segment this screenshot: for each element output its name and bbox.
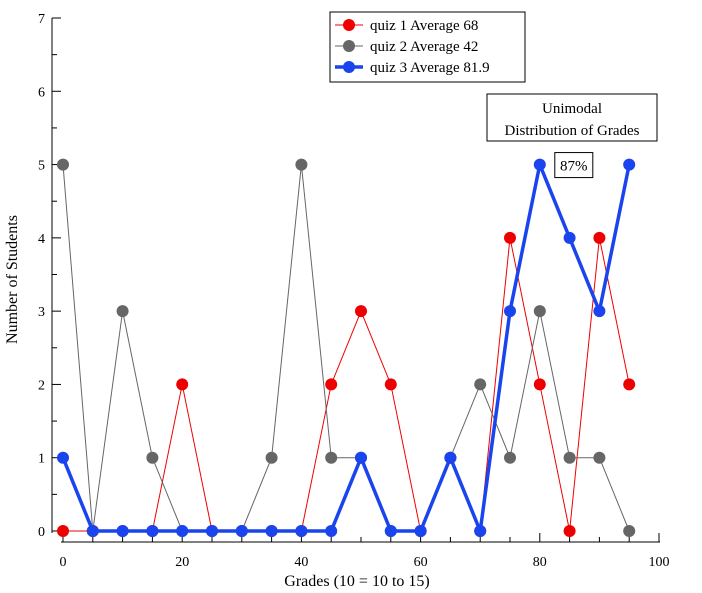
data-point xyxy=(325,525,338,537)
data-point xyxy=(146,525,159,537)
data-point xyxy=(57,158,69,171)
data-point xyxy=(176,525,189,537)
annotation-unimodal-box xyxy=(486,93,658,142)
data-point xyxy=(563,525,576,537)
data-point xyxy=(593,231,606,244)
series-line xyxy=(62,164,630,532)
series-quiz-3 xyxy=(57,158,636,537)
data-point xyxy=(265,525,278,537)
data-point xyxy=(593,451,606,464)
legend-label: quiz 1 Average 68 xyxy=(370,18,478,34)
y-axis-title: Number of Students xyxy=(4,215,21,344)
data-point xyxy=(384,378,397,391)
legend-label: quiz 3 Average 81.9 xyxy=(370,60,490,76)
annotation-percent-label: 87% xyxy=(560,159,588,175)
data-point xyxy=(504,451,516,464)
data-point xyxy=(116,525,129,537)
data-point xyxy=(533,305,546,318)
data-point xyxy=(355,451,367,464)
legend-swatch-marker xyxy=(343,19,355,31)
data-point xyxy=(325,451,338,464)
data-point xyxy=(176,378,189,391)
y-tick-label: 0 xyxy=(38,525,45,540)
annotation-unimodal-line-1: Unimodal xyxy=(542,101,602,117)
y-tick-label: 7 xyxy=(38,12,45,27)
data-point xyxy=(57,451,69,464)
data-point xyxy=(504,231,516,244)
data-point xyxy=(146,451,159,464)
data-point xyxy=(86,525,99,537)
data-point xyxy=(414,525,427,537)
data-point xyxy=(504,305,516,318)
data-point xyxy=(57,525,69,537)
legend-label: quiz 2 Average 42 xyxy=(370,39,478,55)
data-point xyxy=(265,451,278,464)
x-tick-label: 40 xyxy=(294,555,308,570)
data-point xyxy=(623,525,636,537)
data-point xyxy=(295,158,308,171)
legend-item: quiz 2 Average 42 xyxy=(335,39,478,55)
data-point xyxy=(623,378,636,391)
data-point xyxy=(206,525,218,537)
data-point xyxy=(295,525,308,537)
data-point xyxy=(474,378,487,391)
y-tick-label: 5 xyxy=(38,159,45,174)
x-tick-label: 80 xyxy=(533,555,547,570)
data-point xyxy=(325,378,338,391)
y-tick-label: 3 xyxy=(38,305,45,320)
series-line xyxy=(63,237,630,532)
data-point xyxy=(533,158,546,171)
data-point xyxy=(355,305,367,318)
data-point xyxy=(116,305,129,318)
axes: 0 1 2 3 4 5 6 7 0 20 40 60 80 100 xyxy=(38,12,670,570)
x-tick-label: 20 xyxy=(175,555,189,570)
data-point xyxy=(593,305,606,318)
x-tick-label: 0 xyxy=(60,555,67,570)
y-tick-label: 1 xyxy=(38,452,45,467)
data-point xyxy=(533,378,546,391)
legend-item: quiz 3 Average 81.9 xyxy=(335,60,490,76)
x-axis-title: Grades (10 = 10 to 15) xyxy=(284,573,429,590)
annotation-percent: 87% xyxy=(554,152,594,179)
legend: quiz 1 Average 68 quiz 2 Average 42 quiz 3… xyxy=(329,11,526,83)
legend-item: quiz 1 Average 68 xyxy=(335,18,478,34)
legend-box xyxy=(329,11,526,83)
legend-swatch-marker xyxy=(343,61,355,73)
data-point xyxy=(235,525,248,537)
annotation-unimodal-line-2: Distribution of Grades xyxy=(505,123,640,139)
data-point xyxy=(474,525,487,537)
legend-swatch-marker xyxy=(343,40,355,52)
y-tick-label: 4 xyxy=(38,232,45,247)
data-point xyxy=(384,525,397,537)
annotation-percent-box xyxy=(554,152,594,179)
data-point xyxy=(563,451,576,464)
x-tick-label: 100 xyxy=(649,555,670,570)
data-point xyxy=(563,231,576,244)
data-point xyxy=(623,158,636,171)
y-tick-label: 6 xyxy=(38,85,45,100)
y-tick-label: 2 xyxy=(38,378,45,393)
x-tick-label: 60 xyxy=(414,555,428,570)
data-point xyxy=(444,451,457,464)
series-layer xyxy=(57,158,636,537)
annotation-unimodal: Unimodal Distribution of Grades xyxy=(486,93,658,142)
